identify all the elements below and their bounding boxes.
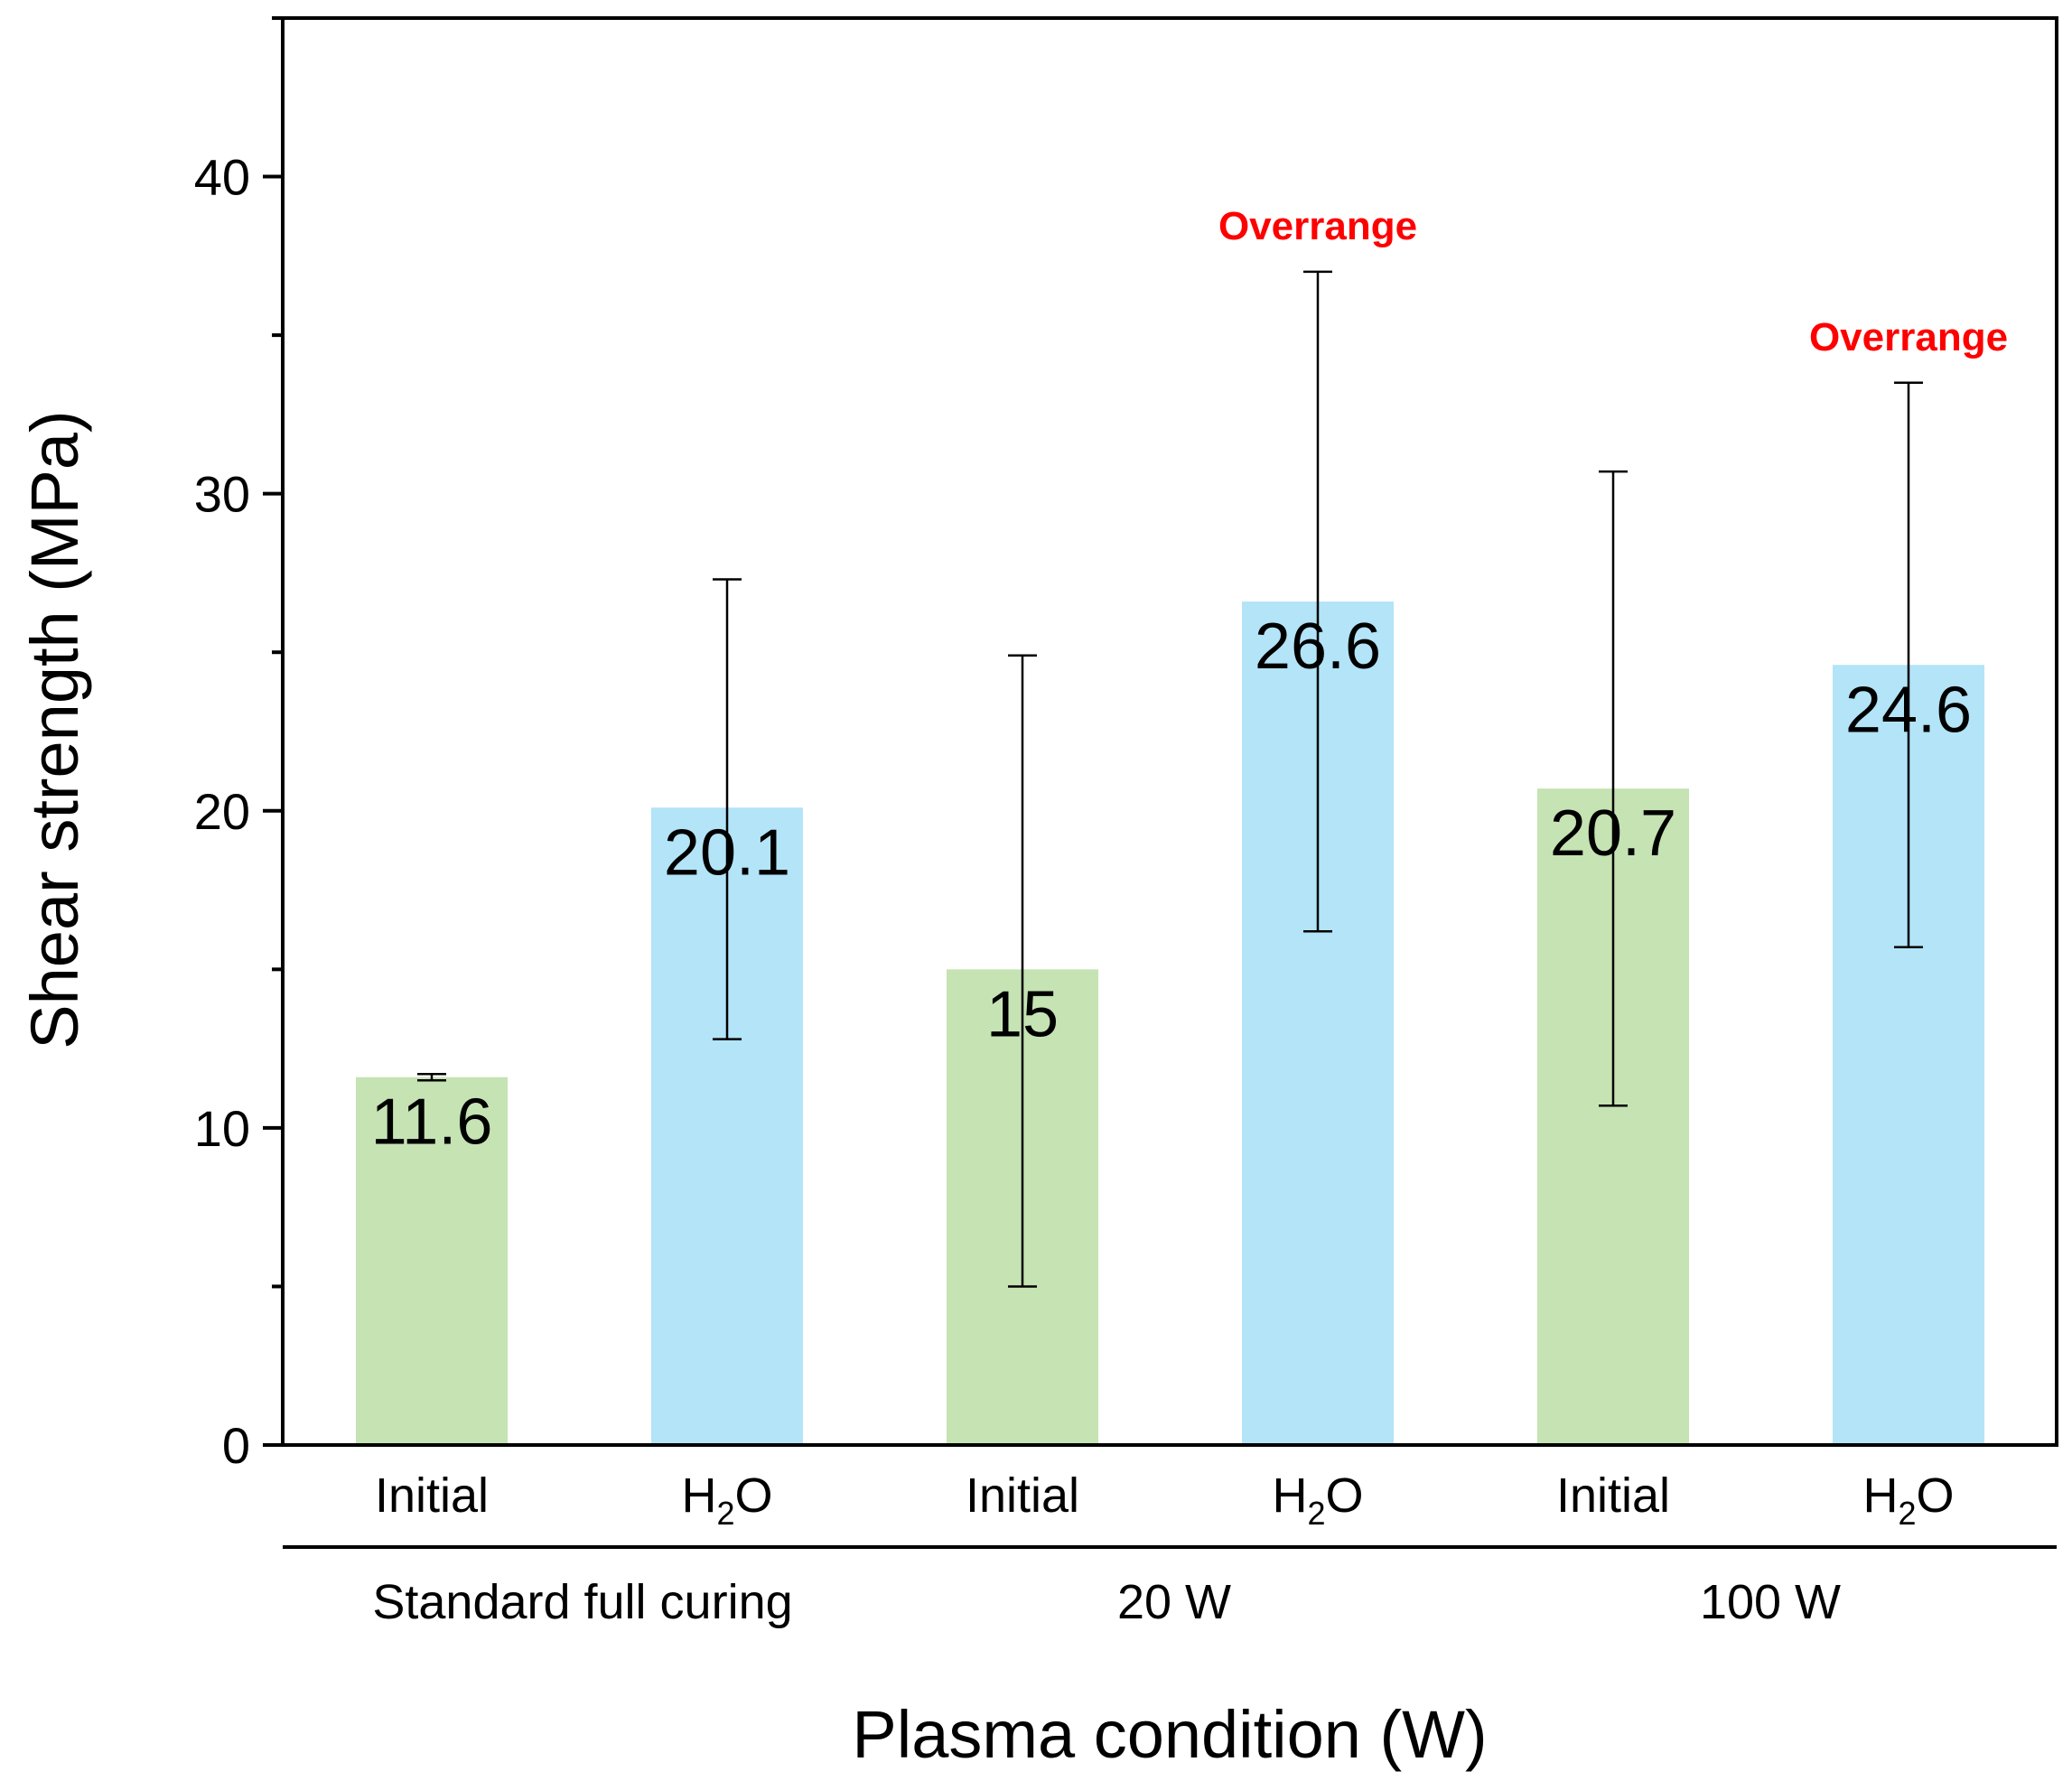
x-tick-label-3: Initial: [966, 1468, 1079, 1523]
plot-frame: [281, 16, 2058, 1447]
y-tick-label: 40: [194, 149, 250, 206]
error-bars-layer: [417, 270, 1923, 1288]
error-bar-3: [1008, 654, 1037, 1288]
error-bar-1: [417, 1072, 446, 1082]
value-label-1: 11.6: [371, 1086, 493, 1159]
annotation-overrange-2: Overrange: [1809, 315, 2008, 359]
x-axis-title: Plasma condition (W): [852, 1697, 1487, 1772]
x-tick-label-1: Initial: [375, 1468, 489, 1523]
error-bar-2: [713, 578, 742, 1040]
y-tick-label: 30: [194, 466, 250, 523]
value-label-4: 26.6: [1255, 611, 1381, 683]
bar-1: [356, 1077, 508, 1445]
value-labels-layer: 11.6 20.1 15 26.6 20.7 24.6: [371, 611, 1972, 1159]
value-label-6: 24.6: [1845, 674, 1972, 746]
value-label-5: 20.7: [1550, 797, 1676, 870]
annotation-overrange-1: Overrange: [1218, 204, 1417, 248]
error-bar-5: [1599, 470, 1628, 1107]
x-tick-label-5: Initial: [1556, 1468, 1670, 1523]
x-axis: Initial H2O Initial H2O Initial H2O Standard f…: [283, 1468, 2057, 1629]
group-label-3: 100 W: [1700, 1575, 1841, 1629]
y-tick-label: 10: [194, 1100, 250, 1157]
value-label-3: 15: [986, 978, 1059, 1050]
y-axis: 0 10 20 30 40: [194, 16, 283, 1474]
error-bar-6: [1894, 381, 1923, 949]
x-tick-label-2: H2O: [681, 1468, 772, 1532]
error-bar-4: [1303, 270, 1332, 933]
x-tick-label-6: H2O: [1862, 1468, 1954, 1532]
annotations-layer: Overrange Overrange: [1218, 204, 2008, 359]
y-tick-label: 20: [194, 783, 250, 840]
group-label-1: Standard full curing: [372, 1575, 792, 1629]
x-tick-label-4: H2O: [1272, 1468, 1363, 1532]
y-axis-title: Shear strength (MPa): [17, 410, 92, 1049]
bars-layer: [356, 601, 1984, 1445]
value-label-2: 20.1: [664, 816, 790, 889]
y-tick-label: 0: [222, 1417, 250, 1474]
group-label-2: 20 W: [1117, 1575, 1231, 1629]
